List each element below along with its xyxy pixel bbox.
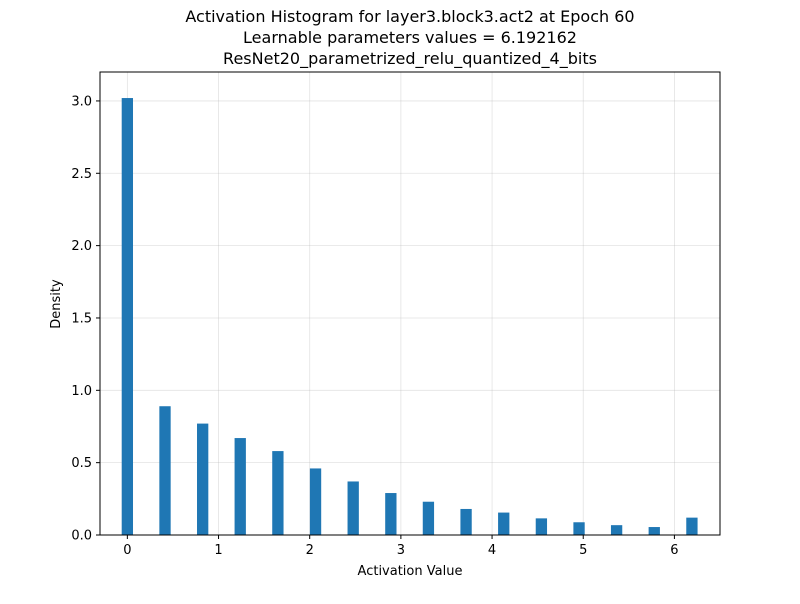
histogram-bar-14 [648, 527, 660, 535]
histogram-bar-8 [422, 501, 435, 535]
x-tick-label-6: 6 [670, 543, 678, 558]
x-tick-label-5: 5 [579, 543, 587, 558]
histogram-bar-13 [610, 525, 623, 535]
x-tick-label-2: 2 [306, 543, 314, 558]
histogram-bars [121, 98, 698, 535]
histogram-bar-0 [121, 98, 134, 535]
y-tick-label-5: 2.5 [71, 167, 92, 182]
y-tick-label-3: 1.5 [71, 311, 92, 326]
plot-area-frame [99, 71, 721, 536]
y-tick-label-2: 1.0 [71, 384, 92, 399]
chart-title-line-1: Activation Histogram for layer3.block3.a… [185, 7, 634, 26]
y-tick-label-1: 0.5 [71, 456, 92, 471]
chart-title-line-3: ResNet20_parametrized_relu_quantized_4_b… [223, 49, 597, 69]
histogram-bar-3 [234, 438, 246, 535]
histogram-bar-7 [385, 493, 397, 535]
x-axis-ticks: 0 1 2 3 4 5 6 [123, 535, 679, 558]
histogram-bar-5 [309, 468, 322, 535]
x-tick-label-4: 4 [488, 543, 496, 558]
y-tick-label-0: 0.0 [71, 529, 92, 544]
histogram-bar-15 [686, 517, 698, 535]
histogram-bar-6 [347, 481, 359, 535]
y-axis-label: Density [49, 279, 64, 329]
x-tick-label-1: 1 [214, 543, 222, 558]
grid-lines [100, 72, 720, 536]
x-tick-label-3: 3 [397, 543, 405, 558]
x-tick-label-0: 0 [123, 543, 131, 558]
chart-title: Activation Histogram for layer3.block3.a… [185, 7, 634, 69]
histogram-bar-1 [159, 406, 171, 535]
y-tick-label-4: 2.0 [71, 239, 92, 254]
y-tick-label-6: 3.0 [71, 94, 92, 109]
histogram-bar-11 [535, 518, 548, 535]
histogram-bar-10 [498, 512, 510, 535]
chart-title-line-2: Learnable parameters values = 6.192162 [243, 28, 577, 47]
histogram-bar-9 [460, 508, 472, 535]
histogram-bar-2 [197, 423, 209, 535]
histogram-bar-12 [573, 522, 585, 535]
y-axis-ticks: 0.0 0.5 1.0 1.5 2.0 2.5 3.0 [71, 94, 100, 544]
histogram-bar-4 [272, 451, 284, 535]
x-axis-label: Activation Value [358, 564, 463, 579]
